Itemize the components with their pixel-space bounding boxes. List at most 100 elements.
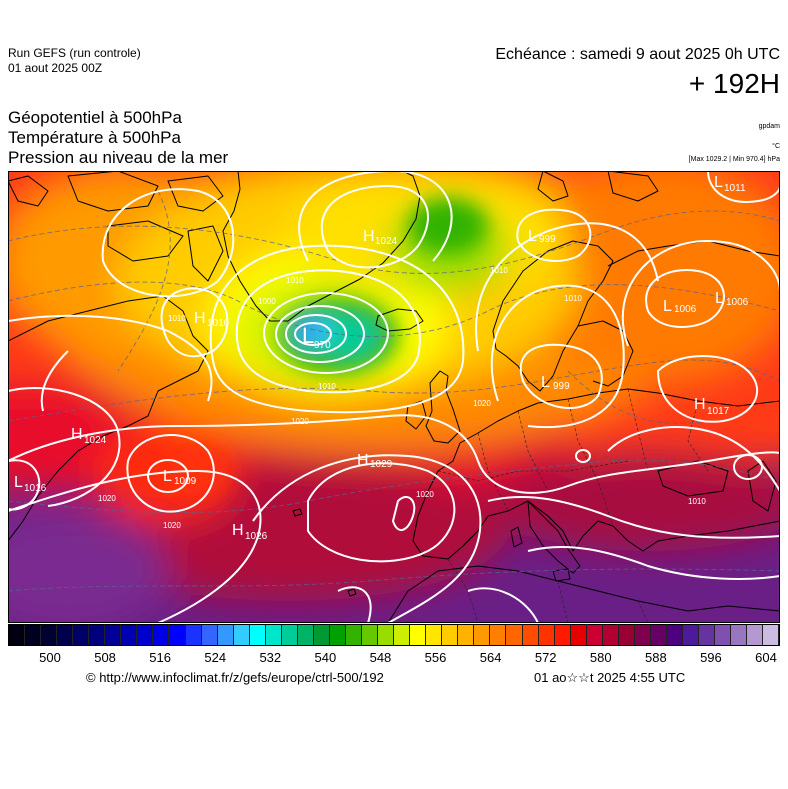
color-scale-tick: 532	[259, 650, 282, 665]
color-scale-tick: 540	[314, 650, 337, 665]
color-scale-tick: 556	[424, 650, 447, 665]
color-scale-tick: 564	[479, 650, 502, 665]
color-swatch	[9, 625, 26, 645]
color-swatch	[73, 625, 90, 645]
parameter-geopotential: Géopotentiel à 500hPa	[8, 108, 182, 127]
color-swatch	[105, 625, 122, 645]
run-date: 01 aout 2025 00Z	[8, 61, 103, 75]
color-swatch	[265, 625, 282, 645]
color-swatch	[731, 625, 748, 645]
pressure-center-type: H	[694, 396, 706, 413]
color-swatch	[233, 625, 250, 645]
color-scale-tick: 596	[700, 650, 722, 665]
color-swatch	[538, 625, 555, 645]
color-swatch	[329, 625, 346, 645]
color-swatch	[747, 625, 764, 645]
parameter-temperature: Température à 500hPa	[8, 128, 181, 147]
color-scale-tick: 572	[534, 650, 557, 665]
color-scale-tick: 500	[39, 650, 61, 665]
pressure-center-type: H	[194, 310, 206, 327]
generation-time: 01 ao☆☆t 2025 4:55 UTC	[534, 670, 686, 685]
color-swatch	[570, 625, 587, 645]
pressure-center-type: H	[71, 426, 83, 443]
pressure-center-value: 999	[539, 234, 556, 245]
color-swatch	[699, 625, 716, 645]
isobar-label: 1020	[98, 494, 116, 503]
pressure-centers: H 1024 L 970 L 999 L 1011 H 1016 L 1006 …	[14, 174, 749, 542]
color-swatch	[682, 625, 700, 645]
color-swatch	[650, 625, 667, 645]
color-swatch	[554, 625, 571, 645]
color-swatch	[426, 625, 443, 645]
isobar-label: 1020	[416, 490, 434, 499]
pressure-center-value: 1026	[245, 531, 268, 542]
color-swatch	[201, 625, 218, 645]
color-swatch	[362, 625, 379, 645]
color-scale-tick: 604	[755, 650, 777, 665]
unit-temperature: °C	[772, 143, 780, 150]
pressure-center-type: L	[163, 468, 172, 485]
isobar-label: 1010	[688, 497, 706, 506]
pressure-center-type: L	[714, 174, 723, 191]
pressure-center-type: L	[14, 474, 23, 491]
pressure-center-type: L	[528, 228, 537, 245]
color-swatch	[378, 625, 395, 645]
pressure-center-value: 1024	[375, 236, 398, 247]
color-swatch	[313, 625, 330, 645]
pressure-center-type: L	[663, 298, 672, 315]
color-swatch	[602, 625, 619, 645]
pressure-center-value: 1029	[370, 459, 393, 470]
pressure-center-value: 1009	[174, 476, 197, 487]
color-swatch	[137, 625, 154, 645]
color-swatch	[41, 625, 58, 645]
pressure-center-type: L	[302, 323, 314, 348]
pressure-center-type: L	[715, 290, 724, 307]
run-title: Run GEFS (run controle)	[8, 46, 141, 60]
color-swatch	[458, 625, 475, 645]
unit-geopotential: gpdam	[758, 123, 780, 130]
pressure-center-value: 1024	[84, 435, 107, 446]
color-swatch	[169, 625, 186, 645]
isobar-label: 1010	[286, 276, 304, 285]
color-swatch	[121, 625, 138, 645]
color-swatch	[715, 625, 732, 645]
color-swatch	[474, 625, 491, 645]
pressure-center-type: L	[541, 374, 550, 391]
color-swatch	[153, 625, 170, 645]
pressure-center-value: 1011	[724, 183, 746, 194]
color-scale-tick: 524	[204, 650, 227, 665]
color-swatch	[506, 625, 523, 645]
color-swatch	[763, 625, 780, 645]
isobar-labels: 1010 1010 1000 1010 1020 1020 1010 1020 …	[98, 266, 706, 530]
forecast-valid-time: Echéance : samedi 9 aout 2025 0h UTC	[495, 46, 780, 63]
color-swatch	[89, 625, 106, 645]
lead-time: + 192H	[688, 68, 780, 99]
isobar-label: 1010	[564, 294, 582, 303]
isobars	[8, 171, 780, 623]
color-swatch	[442, 625, 459, 645]
pressure-center-value: 999	[553, 381, 570, 392]
pressure-center-value: 1006	[726, 297, 749, 308]
isobar-label: 1020	[163, 521, 181, 530]
color-swatch	[297, 625, 314, 645]
pressure-center-value: 1017	[707, 406, 730, 417]
color-swatch	[410, 625, 427, 645]
color-swatch	[634, 625, 651, 645]
weather-map: 1010 1010 1000 1010 1020 1020 1010 1020 …	[8, 171, 780, 623]
color-swatch	[394, 625, 411, 645]
pressure-center-value: 1016	[24, 483, 47, 494]
color-scale-tick: 516	[149, 650, 171, 665]
color-swatch	[522, 625, 539, 645]
isobar-label: 1000	[258, 297, 276, 306]
color-swatch	[490, 625, 507, 645]
color-swatch	[666, 625, 683, 645]
color-scale-ticks: 500 508 516 524 532 540 548 556 564 572 580 588 596 6…	[8, 650, 780, 666]
isobar-label: 1010	[490, 266, 508, 275]
isotherms	[8, 190, 780, 592]
isobar-label: 1010	[168, 314, 186, 323]
color-swatch	[57, 625, 74, 645]
color-swatch	[586, 625, 603, 645]
pressure-center-value: 1006	[674, 304, 697, 315]
pressure-center-type: H	[363, 228, 375, 245]
color-scale-bar	[8, 624, 780, 646]
